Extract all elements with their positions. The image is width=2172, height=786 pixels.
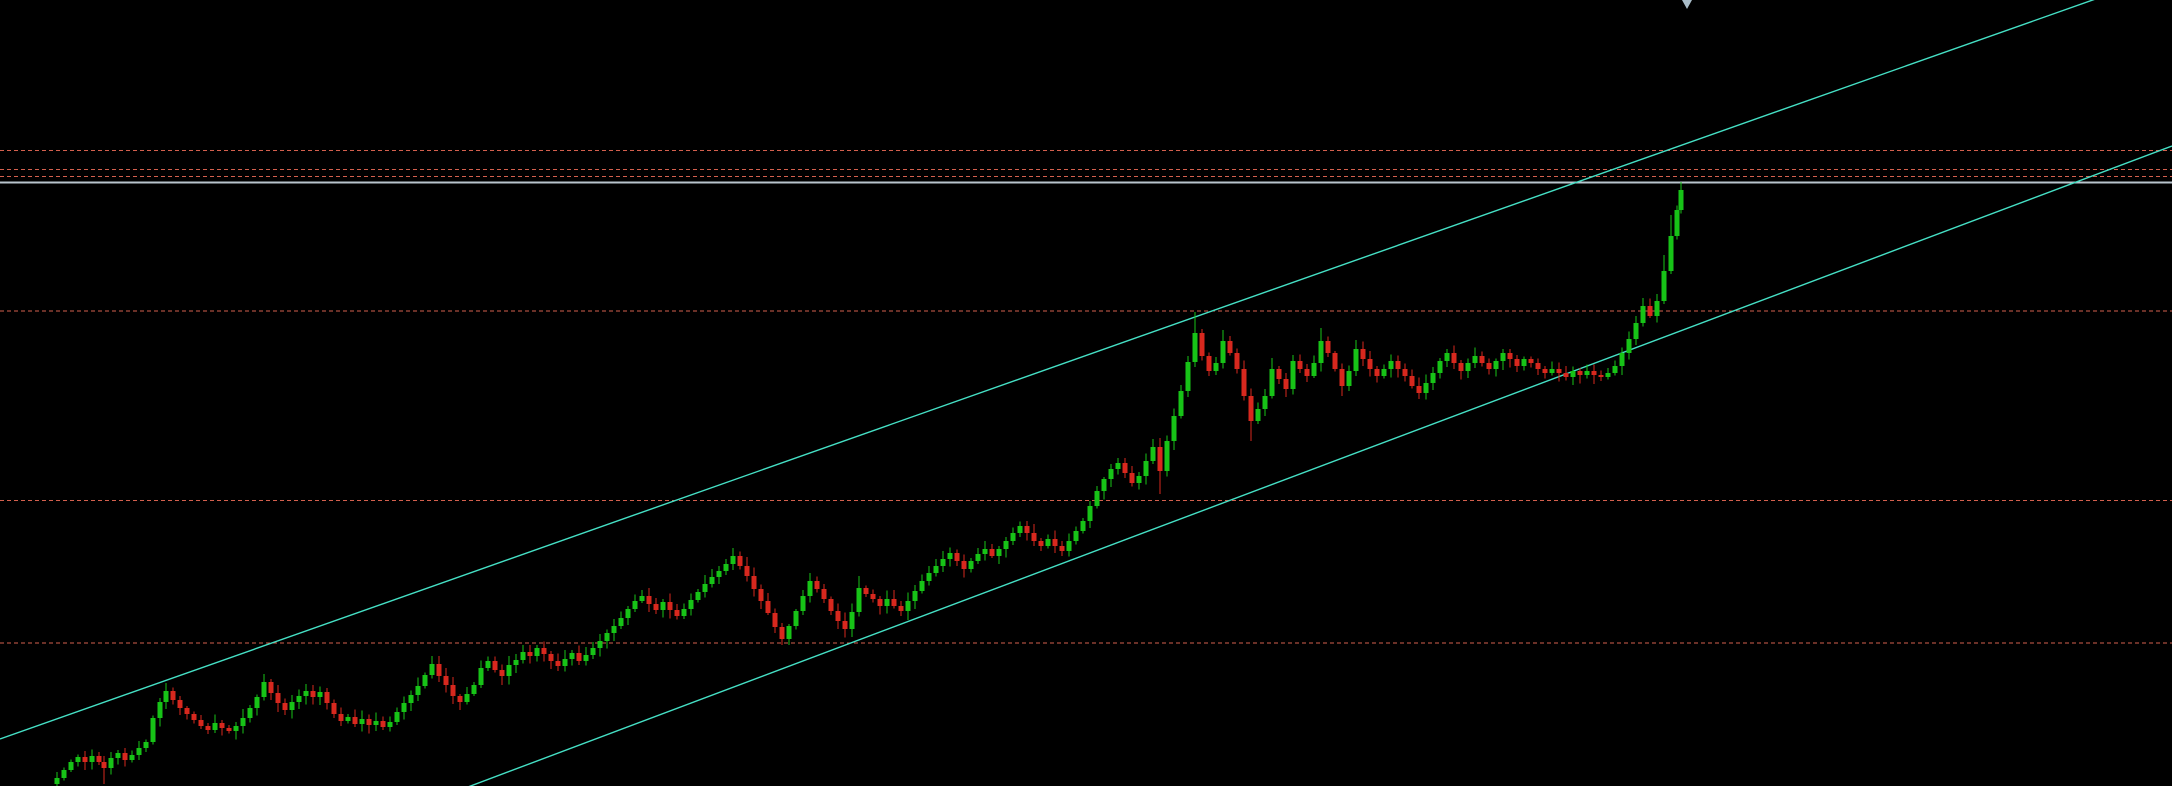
candles <box>54 182 1684 786</box>
price-marker-icon[interactable] <box>1677 0 1697 9</box>
horizontal-level-lines[interactable] <box>0 149 2172 644</box>
